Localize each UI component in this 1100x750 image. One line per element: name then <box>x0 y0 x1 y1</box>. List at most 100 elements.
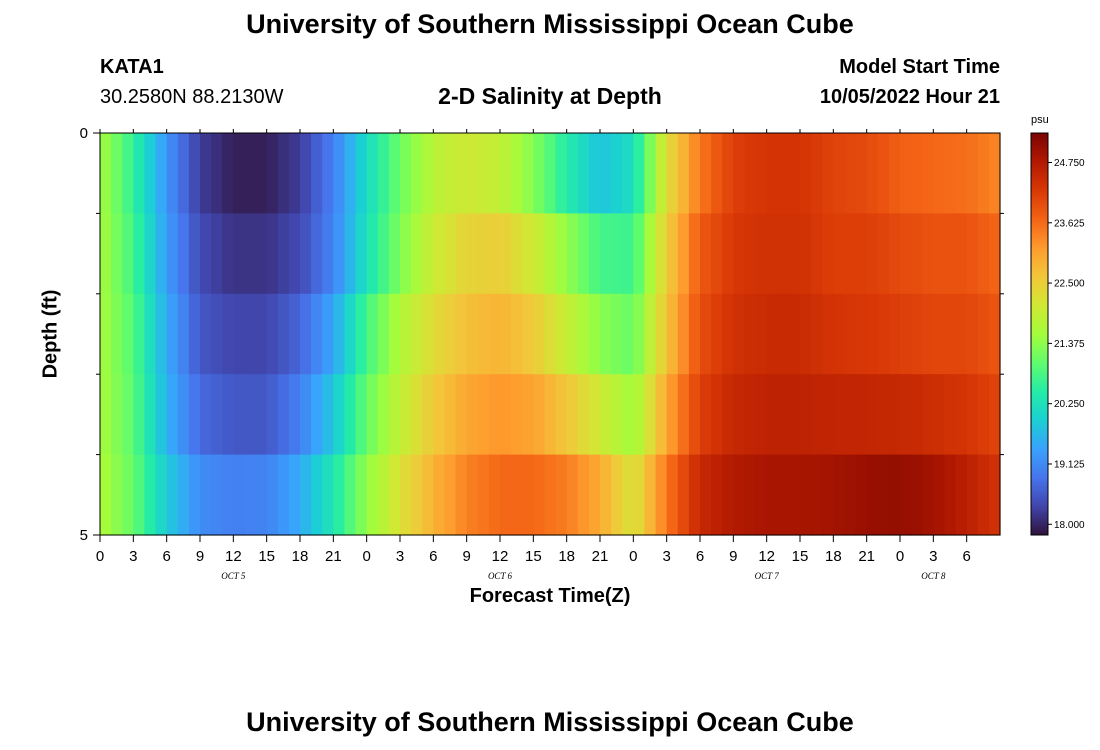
heatmap-cell <box>111 133 123 214</box>
heatmap-cell <box>100 133 112 214</box>
heatmap-cell <box>533 133 546 214</box>
heatmap-cell <box>355 374 368 456</box>
heatmap-cell <box>955 213 968 295</box>
heatmap-cell <box>344 213 357 295</box>
heatmap-cell <box>722 293 734 375</box>
plot-frame <box>99 132 1001 536</box>
heatmap-cell <box>366 374 379 456</box>
heatmap-cell <box>144 213 157 295</box>
heatmap-cell <box>666 374 679 456</box>
heatmap-cell <box>822 374 834 456</box>
heatmap-cell <box>255 213 268 295</box>
heatmap-cell <box>677 133 690 214</box>
heatmap-cell <box>655 374 668 456</box>
heatmap-cell <box>822 133 834 214</box>
heatmap-cell <box>788 454 801 536</box>
heatmap-cell <box>600 133 612 214</box>
chart-title: 2-D Salinity at Depth <box>438 83 662 109</box>
heatmap-cell <box>922 454 934 536</box>
heatmap-cell <box>433 293 446 375</box>
heatmap-cell <box>577 454 590 536</box>
heatmap-cell <box>455 454 468 536</box>
heatmap-cell <box>777 374 790 456</box>
heatmap-cell <box>544 454 557 536</box>
heatmap-cell <box>933 133 946 214</box>
heatmap-cell <box>144 454 157 536</box>
heatmap-cell <box>377 293 390 375</box>
heatmap-cell <box>944 374 957 456</box>
heatmap-cell <box>322 213 334 295</box>
heatmap-cell <box>533 213 546 295</box>
heatmap-cell <box>666 213 679 295</box>
heatmap-cell <box>811 293 823 375</box>
heatmap-cell <box>266 133 279 214</box>
heatmap-cell <box>533 374 546 456</box>
heatmap-cell <box>355 293 368 375</box>
heatmap-cell <box>288 293 301 375</box>
heatmap-cell <box>300 213 312 295</box>
heatmap-cell <box>566 293 579 375</box>
heatmap-cell <box>833 133 846 214</box>
heatmap-cell <box>588 293 601 375</box>
heatmap-cell <box>311 133 323 214</box>
heatmap-cell <box>166 133 179 214</box>
heatmap-cell <box>388 293 401 375</box>
x-tick-label: 6 <box>162 548 170 565</box>
heatmap-cell <box>444 454 457 536</box>
colorbar-tick-label: 23.625 <box>1054 218 1085 229</box>
heatmap-cell <box>555 454 568 536</box>
heatmap-cell <box>744 454 757 536</box>
heatmap-cell <box>755 374 768 456</box>
heatmap-cell <box>933 454 946 536</box>
heatmap-cell <box>633 133 646 214</box>
heatmap-cell <box>677 374 690 456</box>
heatmap-cell <box>888 293 901 375</box>
heatmap-cell <box>633 454 646 536</box>
heatmap-cell <box>111 213 123 295</box>
x-tick-label: 3 <box>396 548 404 565</box>
heatmap-cell <box>733 374 746 456</box>
heatmap-cell <box>733 133 746 214</box>
heatmap-cell <box>488 213 501 295</box>
heatmap-cell <box>433 213 446 295</box>
heatmap-cell <box>144 293 157 375</box>
x-tick-label: 12 <box>225 548 242 565</box>
heatmap-cell <box>544 133 557 214</box>
heatmap-cell <box>800 454 812 536</box>
heatmap-cell <box>444 293 457 375</box>
heatmap-cell <box>177 213 190 295</box>
date-label: OCT 6 <box>488 571 513 581</box>
heatmap-cell <box>466 293 479 375</box>
heatmap-cell <box>944 213 957 295</box>
heatmap-cell <box>233 133 246 214</box>
heatmap-cell <box>822 293 834 375</box>
heatmap-cell <box>277 133 290 214</box>
heatmap-cell <box>222 454 234 536</box>
heatmap-cell <box>855 133 868 214</box>
heatmap-cell <box>677 293 690 375</box>
heatmap-cell <box>122 454 134 536</box>
colorbar-tick-label: 22.500 <box>1054 279 1085 290</box>
colorbar-ticks: 18.000 19.125 20.250 21.375 22.500 23.625 24.7… <box>1048 158 1085 531</box>
heatmap-cell <box>988 213 1001 295</box>
heatmap-cell <box>866 454 879 536</box>
heatmap-cell <box>422 374 434 456</box>
heatmap-cell <box>100 213 112 295</box>
colorbar-tick-label: 24.750 <box>1054 158 1085 169</box>
heatmap-cell <box>577 213 590 295</box>
heatmap-cell <box>100 374 112 456</box>
heatmap-cell <box>133 293 146 375</box>
heatmap-cell <box>422 454 434 536</box>
heatmap-cell <box>811 213 823 295</box>
x-tick-label: 18 <box>825 548 842 565</box>
heatmap-cell <box>722 454 734 536</box>
heatmap-cell <box>155 293 168 375</box>
heatmap-cell <box>688 133 701 214</box>
heatmap-cell <box>411 293 423 375</box>
heatmap-cell <box>244 374 257 456</box>
heatmap-cell <box>688 374 701 456</box>
heatmap-cell <box>255 374 268 456</box>
heatmap-cell <box>677 213 690 295</box>
heatmap-cell <box>811 133 823 214</box>
heatmap-cell <box>944 293 957 375</box>
